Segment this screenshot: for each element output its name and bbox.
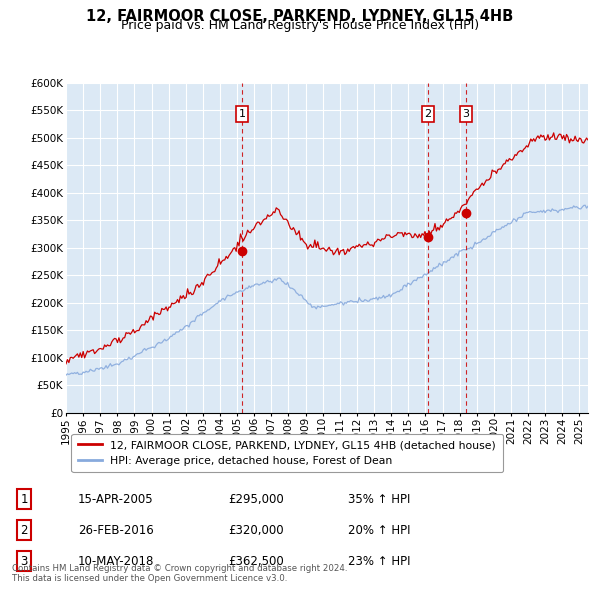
Text: 35% ↑ HPI: 35% ↑ HPI <box>348 493 410 506</box>
Text: £320,000: £320,000 <box>228 524 284 537</box>
Text: 23% ↑ HPI: 23% ↑ HPI <box>348 555 410 568</box>
Text: 20% ↑ HPI: 20% ↑ HPI <box>348 524 410 537</box>
Text: 15-APR-2005: 15-APR-2005 <box>78 493 154 506</box>
Text: 1: 1 <box>20 493 28 506</box>
Text: Contains HM Land Registry data © Crown copyright and database right 2024.
This d: Contains HM Land Registry data © Crown c… <box>12 563 347 583</box>
Text: 10-MAY-2018: 10-MAY-2018 <box>78 555 154 568</box>
Legend: 12, FAIRMOOR CLOSE, PARKEND, LYDNEY, GL15 4HB (detached house), HPI: Average pri: 12, FAIRMOOR CLOSE, PARKEND, LYDNEY, GL1… <box>71 434 503 472</box>
Text: Price paid vs. HM Land Registry's House Price Index (HPI): Price paid vs. HM Land Registry's House … <box>121 19 479 32</box>
Text: 2: 2 <box>425 109 432 119</box>
Text: 1: 1 <box>238 109 245 119</box>
Text: 2: 2 <box>20 524 28 537</box>
Text: 26-FEB-2016: 26-FEB-2016 <box>78 524 154 537</box>
Text: 12, FAIRMOOR CLOSE, PARKEND, LYDNEY, GL15 4HB: 12, FAIRMOOR CLOSE, PARKEND, LYDNEY, GL1… <box>86 9 514 24</box>
Text: 3: 3 <box>463 109 469 119</box>
Text: 3: 3 <box>20 555 28 568</box>
Text: £362,500: £362,500 <box>228 555 284 568</box>
Text: £295,000: £295,000 <box>228 493 284 506</box>
